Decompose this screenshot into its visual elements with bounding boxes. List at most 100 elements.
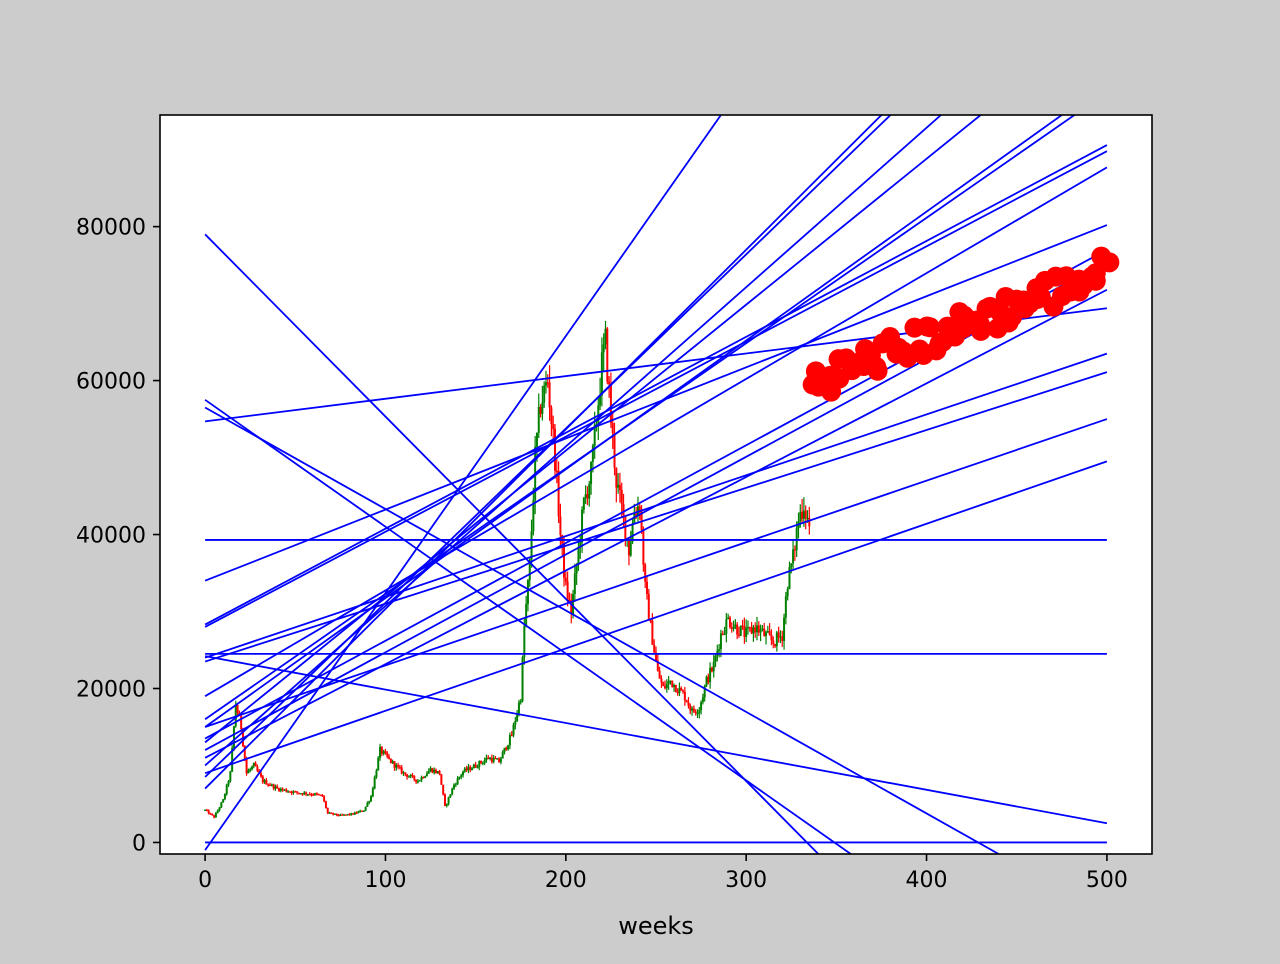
price-candle xyxy=(438,769,441,776)
price-candle xyxy=(671,680,674,688)
price-candle xyxy=(216,809,219,814)
x-tick-label: 500 xyxy=(1086,868,1128,893)
price-candle xyxy=(451,787,454,796)
price-candle xyxy=(397,762,400,770)
price-candle xyxy=(267,783,270,787)
price-candle xyxy=(299,793,302,795)
price-candle xyxy=(420,775,423,783)
price-candle xyxy=(649,619,652,624)
price-candle xyxy=(537,393,540,438)
price-candle xyxy=(745,619,748,643)
price-candle xyxy=(539,404,542,418)
price-candle xyxy=(449,794,452,798)
price-candle xyxy=(790,563,793,574)
price-candle xyxy=(552,415,555,442)
projection-point xyxy=(867,360,888,381)
x-axis-ticks: 0 100 200 300 400 500 xyxy=(198,854,1128,893)
trend-line xyxy=(204,371,1108,663)
price-candle xyxy=(756,616,759,641)
price-candle xyxy=(525,595,528,628)
projection-point xyxy=(1099,252,1120,273)
price-candle xyxy=(678,682,681,697)
price-candle xyxy=(393,760,396,771)
price-candle xyxy=(691,706,694,716)
price-candle xyxy=(501,750,504,759)
x-tick: 300 xyxy=(725,854,767,893)
price-candle xyxy=(427,768,430,774)
price-candle xyxy=(229,770,232,783)
trend-line xyxy=(204,655,1108,825)
price-candle xyxy=(617,473,620,494)
price-candle xyxy=(494,755,497,760)
price-candle xyxy=(674,684,677,693)
price-candle xyxy=(544,370,547,394)
price-candle xyxy=(209,812,212,815)
price-candle xyxy=(766,625,769,633)
price-candle xyxy=(793,545,796,561)
price-candle xyxy=(485,754,488,763)
price-candle xyxy=(377,756,380,771)
price-candle xyxy=(281,787,284,792)
price-candle xyxy=(333,813,336,815)
price-candle xyxy=(425,771,428,777)
price-candle xyxy=(772,636,775,649)
trend-line xyxy=(204,150,1108,628)
price-candle xyxy=(615,467,618,503)
trend-line xyxy=(204,399,852,854)
price-candle xyxy=(395,763,398,771)
price-candle xyxy=(710,666,713,673)
price-candle xyxy=(407,775,410,778)
price-candle xyxy=(728,615,731,629)
price-candle xyxy=(647,588,650,621)
price-candle xyxy=(285,787,288,793)
y-tick-label: 40000 xyxy=(76,524,146,549)
price-candle xyxy=(707,673,710,685)
price-candle xyxy=(752,624,755,642)
price-candle xyxy=(335,813,338,817)
x-tick: 200 xyxy=(545,854,587,893)
plot-area xyxy=(204,115,1120,854)
price-candle xyxy=(492,755,495,764)
price-candle xyxy=(604,320,607,350)
price-candle xyxy=(732,620,735,632)
price-candle xyxy=(359,809,362,813)
price-candle xyxy=(458,776,461,780)
price-candle xyxy=(422,776,425,779)
price-candle xyxy=(546,374,549,388)
price-candle xyxy=(207,809,210,815)
price-candle xyxy=(736,622,739,640)
y-tick: 0 xyxy=(132,831,160,856)
y-tick-label: 20000 xyxy=(76,677,146,702)
price-candle xyxy=(667,676,670,690)
price-candle xyxy=(786,586,789,601)
price-candle xyxy=(348,813,351,816)
price-candle xyxy=(687,697,690,709)
price-candle xyxy=(777,626,780,643)
price-candle xyxy=(568,592,571,603)
price-candle xyxy=(355,811,358,815)
price-candle xyxy=(249,767,252,773)
price-candle xyxy=(754,622,757,638)
price-candle xyxy=(507,744,510,751)
price-candle xyxy=(611,412,614,449)
price-candle xyxy=(523,618,526,665)
price-candle xyxy=(404,772,407,777)
price-candle xyxy=(698,706,701,719)
x-tick: 0 xyxy=(198,854,212,893)
price-candle xyxy=(254,761,257,767)
price-candle xyxy=(321,794,324,797)
price-candle xyxy=(424,775,427,779)
price-candle xyxy=(328,811,331,814)
x-tick-label: 100 xyxy=(364,868,406,893)
price-candle xyxy=(290,790,293,796)
price-candle xyxy=(599,377,602,411)
price-candle xyxy=(510,731,513,737)
price-candle xyxy=(447,796,450,806)
price-candle xyxy=(557,461,560,524)
price-candle xyxy=(434,768,437,774)
price-candle xyxy=(373,775,376,790)
price-candle xyxy=(270,783,273,787)
trend-line xyxy=(204,460,1108,775)
price-candle xyxy=(368,800,371,805)
price-candle xyxy=(456,776,459,786)
